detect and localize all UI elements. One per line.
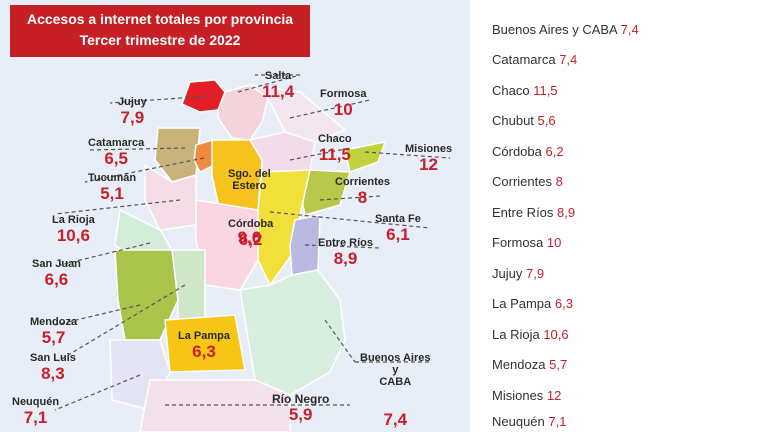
list-item: Chubut 5,6 xyxy=(492,113,556,128)
list-item: La Rioja 10,6 xyxy=(492,327,569,342)
province-la-pampa xyxy=(164,314,246,373)
list-item: Formosa 10 xyxy=(492,235,562,250)
map-label-jujuy: Jujuy 7,9 xyxy=(118,96,147,127)
map-label-san-juan: San Juan 6,6 xyxy=(32,258,81,289)
map-label-santa-fe: Santa Fe 6,1 xyxy=(375,213,421,244)
map-label-formosa: Formosa 10 xyxy=(320,88,367,119)
map-label-rio-negro: Río Negro 5,9 xyxy=(272,392,330,424)
map-label-buenos-aires: Buenos Aires y CABA 7,4 xyxy=(360,352,431,429)
map-label-chaco: Chaco 11,5 xyxy=(318,133,352,164)
map-label-entre-rios: Entre Ríos 8,9 xyxy=(318,237,374,268)
province-misiones xyxy=(344,141,387,173)
list-item: Neuquén 7,1 xyxy=(492,414,567,429)
province-catamarca xyxy=(154,127,201,183)
title-line-2: Tercer trimestre de 2022 xyxy=(79,32,241,48)
leader-lines xyxy=(54,74,451,411)
map-label-tucuman: Tucumán 5,1 xyxy=(88,172,137,203)
map-label-catamarca: Catamarca 6,5 xyxy=(88,137,145,168)
map-label-salta: Salta 11,4 xyxy=(262,70,295,101)
list-item: La Pampa 6,3 xyxy=(492,296,573,311)
list-item: Jujuy 7,9 xyxy=(492,266,545,281)
map-label-mendoza: Mendoza 5,7 xyxy=(30,316,78,347)
map-panel: Accesos a internet totales por provincia… xyxy=(0,0,470,432)
map-label-neuquen: Neuquén 7,1 xyxy=(12,396,60,427)
map-label-la-rioja: La Rioja 10,6 xyxy=(52,214,95,245)
province-tucuman xyxy=(193,139,215,174)
list-item: Mendoza 5,7 xyxy=(492,357,568,372)
map-label-cordoba: Córdoba 6,2 xyxy=(228,218,274,249)
list-item: Corrientes 8 xyxy=(492,174,563,189)
province-buenos-aires xyxy=(239,269,346,396)
argentina-map xyxy=(54,74,451,432)
list-item: Catamarca 7,4 xyxy=(492,52,578,67)
province-rio-negro xyxy=(139,379,291,432)
title-line-1: Accesos a internet totales por provincia xyxy=(26,11,294,27)
map-label-san-luis: San Luis 8,3 xyxy=(30,352,76,383)
province-san-luis xyxy=(171,249,206,321)
list-item: Misiones 12 xyxy=(492,388,562,403)
list-item: Buenos Aires y CABA 7,4 xyxy=(492,22,639,37)
title-box: Accesos a internet totales por provincia… xyxy=(10,5,310,57)
map-label-corrientes: Corrientes 8 xyxy=(335,176,391,207)
map-label-la-pampa: La Pampa 6,3 xyxy=(178,330,230,361)
map-label-sgo-del-estero: Sgo. del Estero 9,6 xyxy=(228,168,271,247)
list-item: Córdoba 6,2 xyxy=(492,144,564,159)
list-item: Chaco 11,5 xyxy=(492,83,558,98)
list-item: Entre Ríos 8,9 xyxy=(492,205,576,220)
map-label-misiones: Misiones 12 xyxy=(405,143,453,174)
province-list: Buenos Aires y CABA 7,4 Catamarca 7,4 Ch… xyxy=(470,0,768,432)
